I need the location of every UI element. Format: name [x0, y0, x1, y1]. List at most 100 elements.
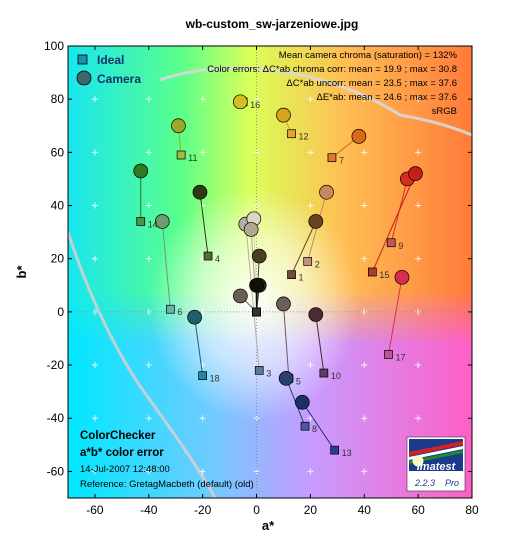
ideal-point-4	[203, 251, 213, 261]
grid-marker	[361, 149, 368, 156]
grid-marker	[307, 415, 314, 422]
camera-point-2	[319, 184, 334, 200]
y-tick-label: 60	[51, 145, 65, 159]
x-tick-label: 60	[411, 503, 425, 517]
grid-marker	[415, 415, 422, 422]
grid-marker	[307, 468, 314, 475]
grid-marker	[91, 415, 98, 422]
grid-marker	[145, 415, 152, 422]
patch-label-11: 11	[188, 153, 197, 163]
patch-label-15: 15	[379, 270, 389, 280]
patch-label-6: 6	[177, 307, 182, 317]
x-tick-label: -40	[140, 503, 158, 517]
error-line-4	[199, 192, 209, 257]
grid-marker	[361, 255, 368, 262]
grid-marker	[145, 149, 152, 156]
patch-label-18: 18	[210, 374, 220, 384]
camera-point-1	[308, 214, 324, 229]
patch-label-9: 9	[398, 241, 403, 251]
grid-marker	[91, 96, 98, 103]
ideal-point-7	[327, 153, 337, 163]
ideal-point-10	[319, 368, 329, 378]
x-axis-label: a*	[262, 518, 275, 533]
grid-marker	[361, 96, 368, 103]
reference-label: Reference: GretagMacbeth (default) (old)	[80, 479, 254, 490]
grid-marker	[199, 415, 206, 422]
zero-axes	[68, 46, 472, 498]
camera-point-6	[154, 214, 170, 229]
grid-markers	[91, 46, 472, 475]
logo-name: Imatest	[417, 461, 457, 473]
info-colorspace: sRGB	[432, 106, 457, 117]
grid-marker	[415, 362, 422, 369]
legend: Ideal Camera	[76, 53, 141, 86]
error-line-5	[282, 303, 290, 379]
camera-point-21	[251, 248, 267, 264]
grid-marker	[415, 255, 422, 262]
camera-point-17	[394, 269, 410, 285]
grid-marker	[91, 202, 98, 209]
grid-marker	[91, 468, 98, 475]
patch-label-1: 1	[299, 273, 304, 283]
ideal-point-8	[300, 421, 310, 431]
patch-label-5: 5	[296, 376, 301, 386]
legend-ideal-label: Ideal	[97, 53, 124, 67]
error-line-15	[371, 173, 416, 273]
patch-label-3: 3	[266, 368, 271, 378]
legend-camera-label: Camera	[97, 72, 141, 86]
error-line-1	[291, 221, 317, 275]
grid-marker	[361, 468, 368, 475]
y-tick-label: 100	[44, 39, 64, 53]
grid-marker	[145, 468, 152, 475]
grid-marker	[199, 149, 206, 156]
chart-title: wb-custom_sw-jarzeniowe.jpg	[185, 17, 359, 31]
grid-marker	[199, 468, 206, 475]
patch-label-7: 7	[339, 156, 344, 166]
grid-marker	[361, 202, 368, 209]
y-tick-label: 80	[51, 92, 65, 106]
info-uncorr: ΔC*ab uncorr: mean = 23.5 ; max = 37.6	[286, 78, 457, 89]
grid-marker	[145, 96, 152, 103]
ideal-point-24	[252, 307, 261, 317]
camera-point-15	[408, 166, 423, 181]
grid-marker	[415, 202, 422, 209]
y-tick-label: -20	[47, 358, 65, 372]
y-tick-label: 40	[51, 199, 65, 213]
axis-ticks: -60 -40 -20 0 20 40 60 80 -60 -40 -20 0 20 40 60 80 100	[44, 39, 479, 517]
ideal-point-15	[367, 267, 377, 277]
error-line-18	[194, 317, 204, 376]
info-chroma: Mean camera chroma (saturation) = 132%	[279, 50, 458, 61]
patch-label-8: 8	[312, 424, 317, 434]
camera-point-20	[243, 222, 259, 237]
patch-label-16: 16	[250, 100, 260, 110]
grid-marker	[145, 255, 152, 262]
x-tick-label: 40	[358, 503, 372, 517]
timestamp: 14-Jul-2007 12:48:00	[80, 464, 170, 475]
error-type-label: a*b* color error	[80, 447, 164, 459]
y-tick-label: 0	[57, 305, 64, 319]
grid-marker	[199, 202, 206, 209]
plot-frame	[67, 45, 473, 499]
colorchecker-label: ColorChecker	[80, 430, 156, 442]
patch-label-17: 17	[396, 352, 406, 362]
error-line-17	[388, 277, 403, 355]
legend-camera-marker	[76, 70, 92, 86]
x-tick-label: -20	[194, 503, 212, 517]
camera-point-24	[249, 277, 264, 293]
grid-marker	[91, 255, 98, 262]
error-line-3	[245, 224, 260, 371]
ideal-point-1	[287, 270, 296, 280]
x-tick-label: 0	[253, 503, 260, 517]
ideal-point-3	[254, 366, 264, 375]
camera-point-5	[276, 296, 291, 312]
camera-point-13	[294, 394, 310, 410]
imatest-logo: Imatest 2.2.3 Pro	[406, 436, 466, 492]
camera-point-12	[276, 107, 291, 123]
camera-point-23	[233, 288, 248, 304]
legend-ideal-marker	[77, 54, 88, 65]
grid-marker	[307, 362, 314, 369]
info-delta-e: ΔE*ab: mean = 24.6 ; max = 37.6	[317, 92, 458, 103]
x-tick-label: -60	[86, 503, 104, 517]
